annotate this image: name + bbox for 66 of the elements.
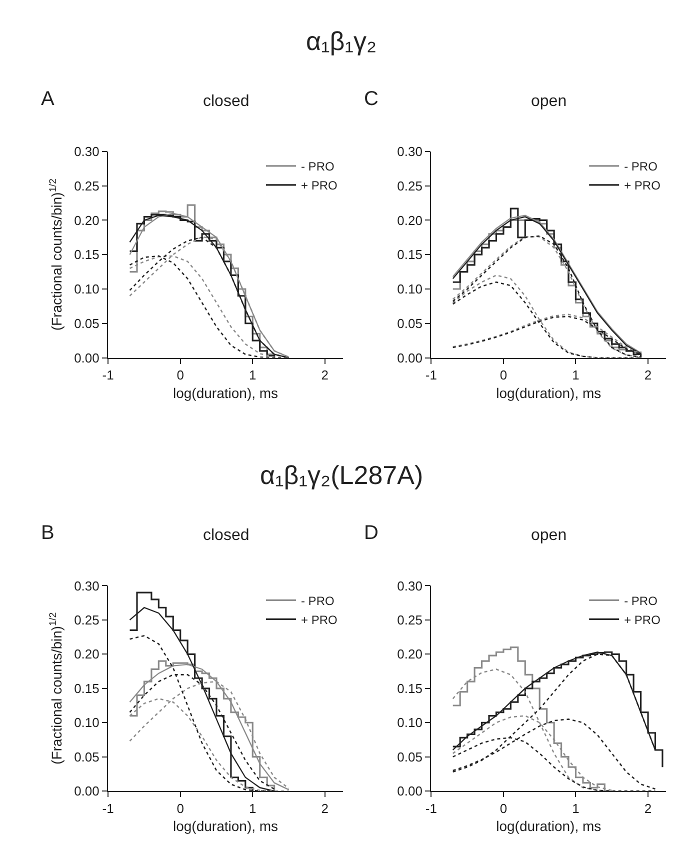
x-tick-label: 1 xyxy=(572,367,580,382)
x-tick-label: 0 xyxy=(500,367,508,382)
legend-label: - PRO xyxy=(624,160,658,174)
x-tick-label: 2 xyxy=(644,367,652,382)
y-tick-label: 0.10 xyxy=(74,715,100,730)
legend-label: - PRO xyxy=(300,594,334,608)
y-tick-label: 0.20 xyxy=(74,212,100,228)
y-tick-label: 0.10 xyxy=(74,282,100,297)
y-tick-label: 0.20 xyxy=(397,212,422,228)
legend-label: + PRO xyxy=(624,178,660,193)
legend-label: + PRO xyxy=(300,612,338,627)
chart-title: closed xyxy=(203,527,250,544)
x-tick-label: 2 xyxy=(321,367,329,382)
x-axis-title: log(duration), ms xyxy=(173,384,278,401)
text: α₁β₁γ₂ xyxy=(306,26,377,56)
x-tick-label: 0 xyxy=(500,800,508,816)
y-tick-label: 0.00 xyxy=(74,350,100,366)
text: D xyxy=(364,522,378,544)
y-tick-label: 0.00 xyxy=(74,784,100,799)
legend-label: + PRO xyxy=(300,178,338,193)
y-tick-label: 0.10 xyxy=(397,715,422,730)
x-tick-label: -1 xyxy=(102,800,114,816)
text: A xyxy=(41,88,55,110)
x-axis-title: log(duration), ms xyxy=(173,818,278,834)
y-tick-label: 0.00 xyxy=(397,350,422,366)
x-tick-label: 0 xyxy=(176,367,184,382)
legend-label: - PRO xyxy=(624,594,658,608)
y-tick-label: 0.05 xyxy=(397,316,422,331)
x-tick-label: 1 xyxy=(249,800,256,816)
x-tick-label: 1 xyxy=(572,800,580,816)
y-tick-label: 0.25 xyxy=(397,178,422,194)
y-tick-label: 0.05 xyxy=(74,316,100,331)
x-tick-label: -1 xyxy=(425,367,437,382)
y-tick-label: 0.25 xyxy=(74,178,100,194)
text: α₁β₁γ₂(L287A) xyxy=(260,460,424,490)
y-tick-label: 0.25 xyxy=(74,612,100,628)
y-tick-label: 0.25 xyxy=(397,612,422,628)
y-tick-label: 0.20 xyxy=(74,646,100,662)
y-tick-label: 0.15 xyxy=(74,247,100,262)
y-tick-label: 0.10 xyxy=(397,282,422,297)
y-tick-label: 0.15 xyxy=(397,247,422,262)
y-tick-label: 0.15 xyxy=(397,680,422,696)
x-tick-label: 1 xyxy=(249,367,256,382)
y-tick-label: 0.30 xyxy=(74,578,100,594)
chart-title: open xyxy=(531,93,567,110)
y-tick-label: 0.05 xyxy=(74,749,100,764)
x-tick-label: -1 xyxy=(102,367,114,382)
text: B xyxy=(41,522,54,544)
y-tick-label: 0.30 xyxy=(74,144,100,159)
text: C xyxy=(364,88,378,110)
x-axis-title: log(duration), ms xyxy=(496,384,602,401)
y-tick-label: 0.00 xyxy=(397,784,422,799)
y-tick-label: 0.30 xyxy=(397,578,422,594)
x-tick-label: -1 xyxy=(425,800,437,816)
y-tick-label: 0.15 xyxy=(74,680,100,696)
y-tick-label: 0.05 xyxy=(397,749,422,764)
x-tick-label: 2 xyxy=(321,800,329,816)
x-tick-label: 2 xyxy=(644,800,652,816)
chart-title: open xyxy=(531,527,567,544)
x-tick-label: 0 xyxy=(176,800,184,816)
legend-label: - PRO xyxy=(300,160,334,174)
x-axis-title: log(duration), ms xyxy=(496,818,602,834)
legend-label: + PRO xyxy=(624,612,660,627)
chart-title: closed xyxy=(203,93,250,110)
y-tick-label: 0.20 xyxy=(397,646,422,662)
y-tick-label: 0.30 xyxy=(397,144,422,159)
